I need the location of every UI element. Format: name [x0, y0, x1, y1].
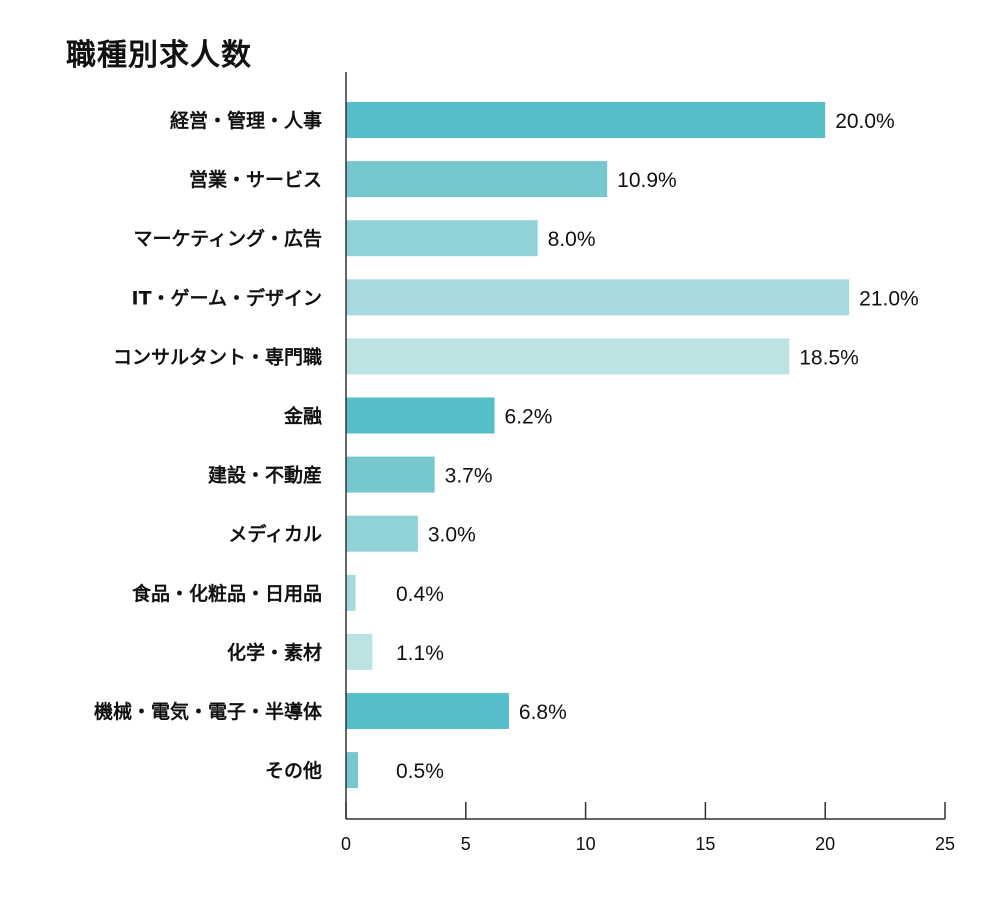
bar: [346, 102, 826, 138]
bar: [346, 752, 358, 789]
x-tick-label: 25: [935, 834, 955, 854]
x-tick-label: 5: [461, 834, 471, 854]
x-tick-label: 0: [341, 834, 351, 854]
category-label: 金融: [283, 405, 322, 428]
value-label: 0.4%: [396, 583, 444, 606]
category-label: メディカル: [228, 523, 322, 546]
bar: [346, 338, 790, 375]
value-label: 10.9%: [617, 169, 677, 192]
value-label: 8.0%: [548, 228, 596, 251]
bar: [346, 161, 608, 198]
x-tick-label: 10: [576, 834, 596, 854]
value-label: 6.2%: [505, 406, 553, 429]
bar: [346, 220, 538, 257]
category-label: 営業・サービス: [189, 168, 322, 191]
category-label: コンサルタント・専門職: [113, 345, 322, 368]
chart-title: 職種別求人数: [66, 38, 252, 73]
category-label: 機械・電気・電子・半導体: [94, 700, 323, 723]
category-label: その他: [265, 759, 322, 782]
category-label: IT・ゲーム・デザイン: [132, 286, 322, 309]
value-label: 6.8%: [519, 701, 567, 724]
category-label: 建設・不動産: [208, 464, 322, 487]
bar: [346, 574, 356, 611]
value-label: 1.1%: [396, 642, 444, 665]
bars-group: [346, 102, 850, 789]
category-label: 食品・化粧品・日用品: [132, 582, 322, 605]
value-label: 3.7%: [445, 465, 493, 488]
value-label: 18.5%: [799, 346, 859, 369]
axis-group: 0 5 10 15 20 25: [341, 72, 955, 854]
bar: [346, 633, 373, 670]
value-label: 20.0%: [835, 110, 895, 133]
bar: [346, 279, 850, 316]
value-labels-group: 20.0% 10.9% 8.0% 21.0% 18.5% 6.2% 3.7% 3.0% 0.4%…: [396, 110, 919, 783]
category-label: 経営・管理・人事: [170, 109, 322, 132]
x-tick-label: 20: [815, 834, 835, 854]
category-label: 化学・素材: [227, 641, 322, 664]
value-label: 0.5%: [396, 760, 444, 783]
bar: [346, 515, 418, 552]
bar: [346, 397, 495, 434]
category-label: マーケティング・広告: [134, 227, 322, 250]
bar: [346, 693, 509, 729]
bar: [346, 456, 435, 493]
x-tick-label: 15: [695, 834, 715, 854]
value-label: 3.0%: [428, 524, 476, 547]
value-label: 21.0%: [859, 287, 919, 310]
